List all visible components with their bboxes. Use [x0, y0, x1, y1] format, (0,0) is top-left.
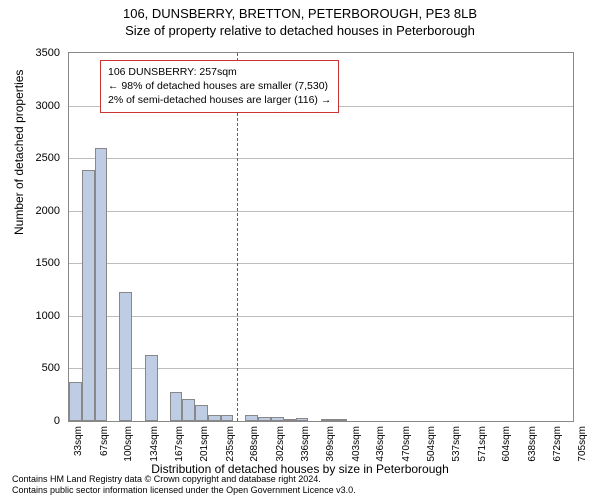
- histogram-bar: [245, 415, 258, 421]
- y-tick-label: 0: [10, 415, 60, 427]
- annotation-line-1: 106 DUNSBERRY: 257sqm: [108, 65, 331, 79]
- gridline: [69, 158, 573, 159]
- marker-annotation: 106 DUNSBERRY: 257sqm ← 98% of detached …: [100, 60, 339, 113]
- footer-line-1: Contains HM Land Registry data © Crown c…: [12, 474, 356, 485]
- histogram-bar: [284, 419, 297, 421]
- x-tick-label: 537sqm: [451, 426, 462, 466]
- x-tick-label: 33sqm: [73, 426, 84, 466]
- gridline: [69, 211, 573, 212]
- x-tick-label: 705sqm: [577, 426, 588, 466]
- x-tick-label: 672sqm: [552, 426, 563, 466]
- histogram-bar: [82, 170, 95, 421]
- gridline: [69, 263, 573, 264]
- y-tick-label: 1500: [10, 257, 60, 269]
- histogram-bar: [119, 292, 132, 421]
- footer-line-2: Contains public sector information licen…: [12, 485, 356, 496]
- x-tick-label: 100sqm: [123, 426, 134, 466]
- x-tick-label: 470sqm: [401, 426, 412, 466]
- y-tick-label: 500: [10, 362, 60, 374]
- histogram-bar: [195, 405, 208, 421]
- x-tick-label: 235sqm: [225, 426, 236, 466]
- y-tick-label: 3000: [10, 100, 60, 112]
- chart-titles: 106, DUNSBERRY, BRETTON, PETERBOROUGH, P…: [0, 0, 600, 38]
- histogram-bar: [69, 382, 82, 421]
- x-tick-label: 167sqm: [174, 426, 185, 466]
- histogram-bar: [321, 419, 334, 421]
- histogram-bar: [296, 418, 308, 421]
- x-tick-label: 134sqm: [149, 426, 160, 466]
- chart-container: { "chart": { "type": "histogram", "main_…: [0, 0, 600, 500]
- x-tick-label: 201sqm: [199, 426, 210, 466]
- histogram-bar: [170, 392, 183, 421]
- x-tick-label: 67sqm: [99, 426, 110, 466]
- footer-attribution: Contains HM Land Registry data © Crown c…: [12, 474, 356, 497]
- y-tick-label: 3500: [10, 47, 60, 59]
- x-tick-label: 268sqm: [249, 426, 260, 466]
- x-tick-label: 436sqm: [375, 426, 386, 466]
- chart-main-title: 106, DUNSBERRY, BRETTON, PETERBOROUGH, P…: [0, 6, 600, 21]
- x-tick-label: 604sqm: [501, 426, 512, 466]
- gridline: [69, 316, 573, 317]
- x-tick-label: 336sqm: [300, 426, 311, 466]
- histogram-bar: [208, 415, 221, 421]
- histogram-bar: [271, 417, 284, 421]
- histogram-bar: [221, 415, 233, 421]
- x-tick-label: 403sqm: [351, 426, 362, 466]
- x-tick-label: 638sqm: [527, 426, 538, 466]
- histogram-bar: [182, 399, 195, 421]
- y-tick-label: 2000: [10, 205, 60, 217]
- histogram-bar: [334, 419, 347, 421]
- histogram-bar: [95, 148, 108, 421]
- chart-sub-title: Size of property relative to detached ho…: [0, 23, 600, 38]
- x-tick-label: 302sqm: [275, 426, 286, 466]
- x-tick-label: 504sqm: [426, 426, 437, 466]
- histogram-bar: [258, 417, 271, 421]
- histogram-bar: [145, 355, 158, 421]
- annotation-line-2: ← 98% of detached houses are smaller (7,…: [108, 79, 331, 93]
- y-tick-label: 2500: [10, 152, 60, 164]
- x-tick-label: 369sqm: [325, 426, 336, 466]
- y-tick-label: 1000: [10, 310, 60, 322]
- annotation-line-3: 2% of semi-detached houses are larger (1…: [108, 93, 331, 107]
- x-tick-label: 571sqm: [477, 426, 488, 466]
